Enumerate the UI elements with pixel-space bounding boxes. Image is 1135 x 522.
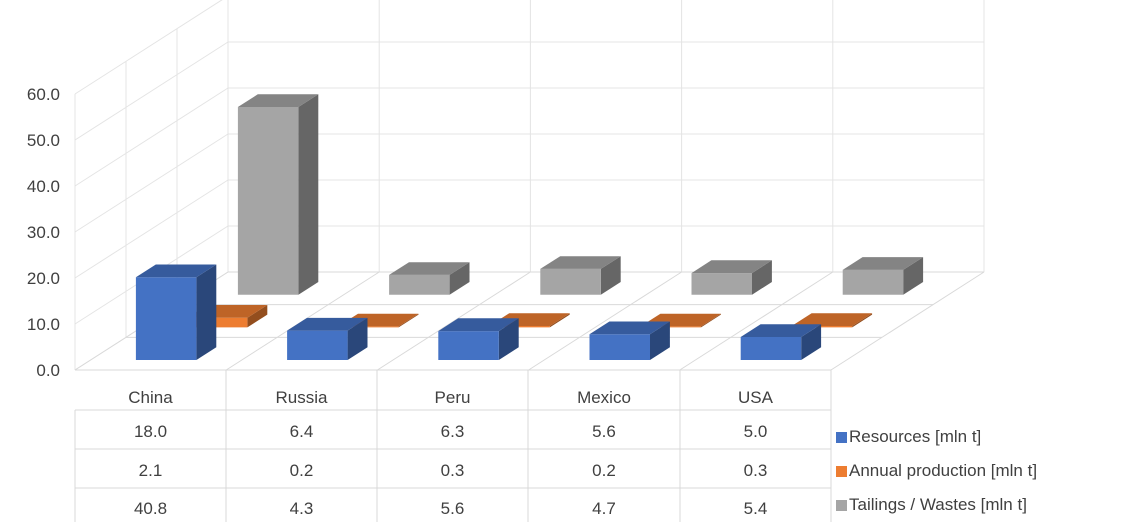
bar-front <box>287 330 348 360</box>
bar-side <box>498 318 519 360</box>
bar-resources-mln-t-russia <box>287 317 368 360</box>
table-cell: 5.4 <box>744 499 768 518</box>
bar-top <box>438 318 519 332</box>
bar-top <box>540 256 621 269</box>
category-label: China <box>128 388 173 407</box>
y-tick-label: 0.0 <box>36 361 60 380</box>
side-wall-gridline <box>74 0 223 95</box>
y-tick-label: 60.0 <box>27 85 60 104</box>
bar-front <box>740 337 802 360</box>
bar-top <box>589 321 670 335</box>
bar-top <box>135 264 217 278</box>
bar-side <box>196 264 217 360</box>
bar-resources-mln-t-china <box>135 264 217 360</box>
legend-swatch-tailings <box>836 500 847 511</box>
bar-top <box>287 317 368 331</box>
floor-line <box>830 271 985 371</box>
bar-annual-production-mln-t-usa <box>791 313 873 328</box>
legend-item-annual-production: Annual production [mln t] <box>836 454 1037 488</box>
table-cell: 4.7 <box>592 499 616 518</box>
bar-side <box>449 262 470 295</box>
floor-line <box>528 271 682 371</box>
y-tick-label: 30.0 <box>27 223 60 242</box>
legend-swatch-annual-production <box>836 466 847 477</box>
bar-side <box>298 94 319 295</box>
category-label: USA <box>738 388 774 407</box>
bar-side <box>650 321 670 360</box>
table-cell: 5.6 <box>441 499 465 518</box>
y-tick-label: 20.0 <box>27 269 60 288</box>
table-cell: 4.3 <box>290 499 314 518</box>
category-label: Mexico <box>577 388 631 407</box>
table-cell: 40.8 <box>134 499 167 518</box>
legend-label-annual-production: Annual production [mln t] <box>849 461 1038 480</box>
table-cell: 0.3 <box>744 461 768 480</box>
bar-side <box>903 257 924 295</box>
table-cell: 6.3 <box>441 422 465 441</box>
y-tick-label: 10.0 <box>27 315 60 334</box>
bar-top <box>691 260 772 274</box>
table-cell: 18.0 <box>134 422 167 441</box>
bar-side <box>600 256 621 295</box>
bar-top <box>389 262 470 275</box>
floor-line <box>377 271 531 371</box>
legend-item-resources: Resources [mln t] <box>836 420 1037 454</box>
legend: Resources [mln t] Annual production [mln… <box>836 420 1037 522</box>
table-cell: 6.4 <box>290 422 314 441</box>
bar-tailings-wastes-mln-t-usa <box>842 257 924 295</box>
table-cell: 0.3 <box>441 461 465 480</box>
bar-top <box>740 324 822 337</box>
bars <box>135 94 924 360</box>
bar-resources-mln-t-peru <box>438 318 519 360</box>
table-cell: 0.2 <box>592 461 616 480</box>
bar-side <box>347 317 368 360</box>
y-axis: 0.0 10.0 20.0 30.0 40.0 50.0 60.0 <box>27 85 60 380</box>
bar-front <box>842 269 904 295</box>
bar-side <box>247 305 268 328</box>
bar-side <box>398 313 419 328</box>
side-wall-gridline <box>74 41 229 141</box>
bar-top <box>237 94 319 107</box>
legend-item-tailings: Tailings / Wastes [mln t] <box>836 488 1037 522</box>
bar-top <box>842 257 924 270</box>
category-label: Russia <box>276 388 329 407</box>
table-cell: 5.6 <box>592 422 616 441</box>
y-tick-label: 40.0 <box>27 177 60 196</box>
bar-resources-mln-t-usa <box>740 324 822 360</box>
table-cell: 5.0 <box>744 422 768 441</box>
side-wall-gridline <box>74 87 229 187</box>
bar-front <box>237 107 299 295</box>
bar-front <box>135 277 197 360</box>
floor-line <box>679 271 834 371</box>
bar-tailings-wastes-mln-t-peru <box>540 256 621 295</box>
legend-label-resources: Resources [mln t] <box>849 427 982 446</box>
legend-label-tailings: Tailings / Wastes [mln t] <box>849 495 1027 514</box>
bar-side <box>752 260 772 295</box>
bar-side <box>549 313 570 328</box>
bar-front <box>589 334 650 360</box>
table-cell: 0.2 <box>290 461 314 480</box>
bar-tailings-wastes-mln-t-mexico <box>691 260 772 295</box>
side-wall-gridline <box>74 179 229 279</box>
bar-side <box>852 313 873 328</box>
table-cell: 2.1 <box>139 461 163 480</box>
bar-front <box>540 268 601 295</box>
bar-front <box>389 274 450 295</box>
side-wall-gridline <box>74 133 229 233</box>
legend-swatch-resources <box>836 432 847 443</box>
bar-resources-mln-t-mexico <box>589 321 670 360</box>
bar-side <box>701 313 721 328</box>
bar-side <box>801 324 822 360</box>
bar-tailings-wastes-mln-t-china <box>237 94 319 295</box>
category-label: Peru <box>435 388 471 407</box>
bar-tailings-wastes-mln-t-russia <box>389 262 470 295</box>
bar-front <box>691 273 752 295</box>
data-table: China Russia Peru Mexico USA 18.0 6.4 6.3 5.6 5.0… <box>74 370 832 522</box>
bar-front <box>438 331 499 360</box>
bar-top <box>791 313 873 326</box>
y-tick-label: 50.0 <box>27 131 60 150</box>
